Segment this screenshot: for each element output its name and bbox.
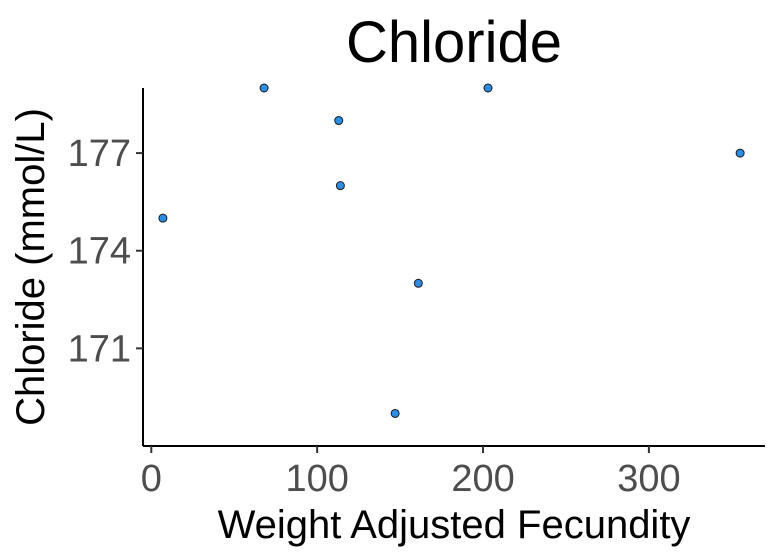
y-tick-label: 174 xyxy=(68,231,131,273)
x-tick-label: 0 xyxy=(141,458,162,500)
x-axis-ticks: 0 100 200 300 xyxy=(141,446,681,500)
y-axis-title: Chloride (mmol/L) xyxy=(9,108,53,426)
y-axis-ticks: 171 174 177 xyxy=(68,133,143,370)
data-point xyxy=(335,181,345,191)
data-points xyxy=(158,83,745,418)
data-point xyxy=(158,213,168,223)
x-tick-label: 300 xyxy=(617,458,680,500)
data-point xyxy=(483,83,493,93)
x-tick-label: 200 xyxy=(451,458,514,500)
data-point xyxy=(735,148,745,158)
y-tick-label: 177 xyxy=(68,133,131,175)
x-tick-label: 100 xyxy=(285,458,348,500)
data-point xyxy=(259,83,269,93)
x-axis-title: Weight Adjusted Fecundity xyxy=(218,503,691,547)
data-point xyxy=(390,408,400,418)
chart-title: Chloride xyxy=(346,10,562,75)
data-point xyxy=(334,116,344,126)
data-point xyxy=(413,278,423,288)
y-tick-label: 171 xyxy=(68,328,131,370)
